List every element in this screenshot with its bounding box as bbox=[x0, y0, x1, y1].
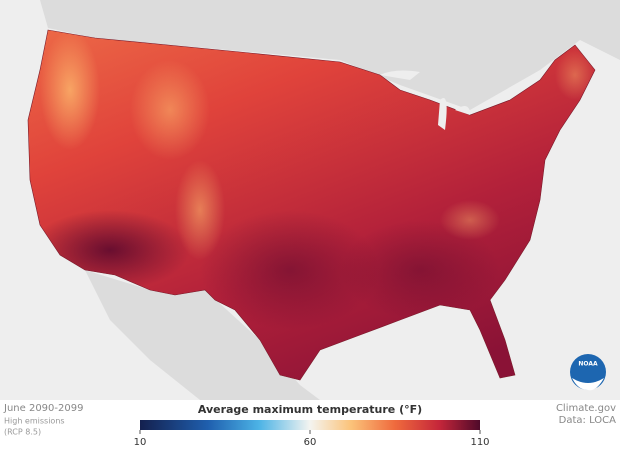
great-lakes bbox=[380, 70, 470, 130]
logo-text: NOAA bbox=[578, 361, 598, 368]
noaa-logo: NOAA bbox=[570, 354, 606, 391]
legend-title: Average maximum temperature (°F) bbox=[198, 403, 422, 416]
mexico bbox=[85, 270, 320, 400]
us-outline bbox=[27, 29, 596, 381]
footer-source: Data: LOCA bbox=[559, 415, 616, 426]
footer-source: Climate.gov bbox=[556, 403, 616, 414]
colorbar-tick-label: 10 bbox=[134, 437, 147, 448]
colorbar-tick-label: 110 bbox=[470, 437, 489, 448]
footer-date: June 2090-2099 bbox=[3, 403, 83, 414]
footer-scenario: High emissions bbox=[4, 417, 65, 426]
colorbar-ticks: 10 60 110 bbox=[134, 430, 490, 448]
canada bbox=[0, 0, 620, 110]
colorbar-tick-label: 60 bbox=[304, 437, 317, 448]
footer-scenario: (RCP 8.5) bbox=[4, 428, 41, 437]
colorbar bbox=[140, 420, 480, 430]
